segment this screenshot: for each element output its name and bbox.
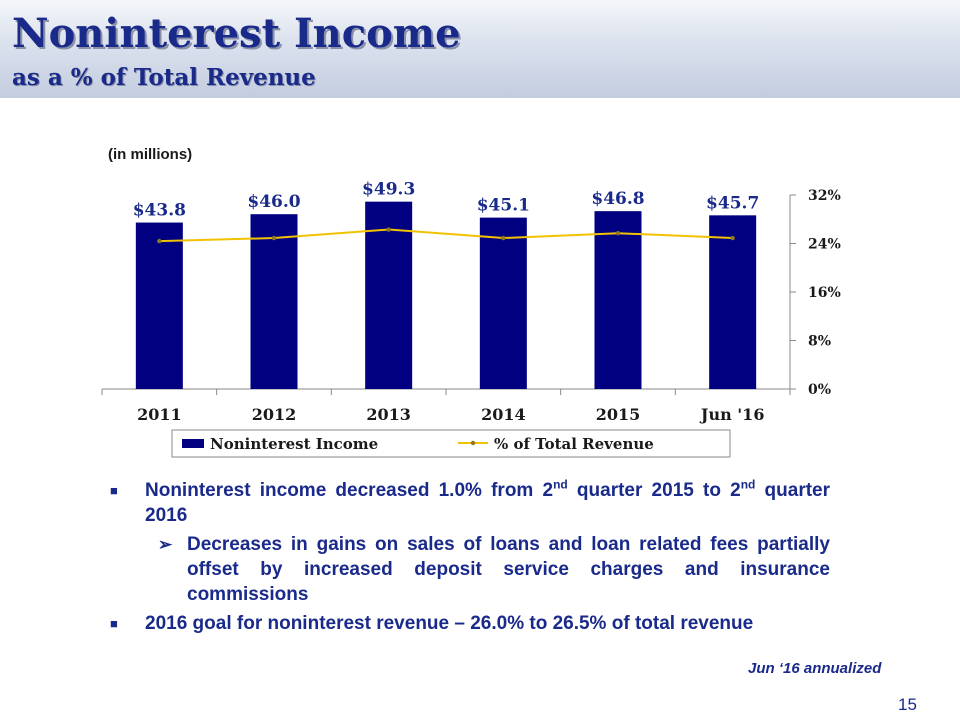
x-tick-label: Jun '16 xyxy=(699,405,765,424)
line-point xyxy=(501,235,506,241)
sub-bullet-text: Decreases in gains on sales of loans and… xyxy=(187,534,830,605)
bullet-sup-2: nd xyxy=(740,477,756,492)
sub-bullet-item: ➢ Decreases in gains on sales of loans a… xyxy=(108,532,830,607)
bullet-list: ■ Noninterest income decreased 1.0% from… xyxy=(108,478,830,636)
page-number: 15 xyxy=(898,695,917,714)
bullet-item: ■ 2016 goal for noninterest revenue – 26… xyxy=(108,611,830,636)
bar xyxy=(365,201,413,389)
line-point xyxy=(271,235,277,241)
legend-label-line: % of Total Revenue xyxy=(494,435,654,453)
line-point xyxy=(386,227,391,232)
y2-tick-label: 32% xyxy=(808,188,841,204)
bar-data-label: $46.8 xyxy=(591,189,644,209)
header-band xyxy=(0,0,960,98)
y2-tick-label: 24% xyxy=(808,237,841,253)
y2-tick-label: 16% xyxy=(808,285,841,301)
units-note: (in millions) xyxy=(108,146,193,163)
legend-box xyxy=(171,429,731,458)
bar-data-label: $45.1 xyxy=(477,196,530,216)
bar-data-label: $49.3 xyxy=(362,180,415,200)
square-bullet-icon: ■ xyxy=(110,483,118,498)
x-tick-label: 2013 xyxy=(366,405,411,424)
page-title: Noninterest Income xyxy=(12,10,461,57)
x-tick-label: 2011 xyxy=(137,405,182,424)
bar xyxy=(479,217,527,389)
arrow-bullet-icon: ➢ xyxy=(158,535,173,554)
x-tick-label: 2012 xyxy=(252,405,297,424)
bullet-text-1c: quarter 2016 xyxy=(145,480,830,526)
legend-label-bars: Noninterest Income xyxy=(210,435,378,453)
bar xyxy=(135,222,183,389)
bullet-item: ■ Noninterest income decreased 1.0% from… xyxy=(108,478,830,528)
page-subtitle: as a % of Total Revenue xyxy=(12,64,316,91)
line-point xyxy=(157,238,162,244)
line-point xyxy=(730,235,735,241)
x-tick-label: 2014 xyxy=(481,405,526,424)
square-bullet-icon: ■ xyxy=(110,616,118,631)
bullet-text-2: 2016 goal for noninterest revenue – 26.0… xyxy=(145,613,754,634)
y2-tick-label: 8% xyxy=(808,334,831,350)
bullet-text-1a: Noninterest income decreased 1.0% from 2 xyxy=(145,480,554,501)
bar-data-label: $45.7 xyxy=(706,193,759,213)
y2-tick-label: 0% xyxy=(808,382,831,398)
footnote: Jun ‘16 annualized xyxy=(748,660,882,677)
bar xyxy=(250,214,298,389)
bar-data-label: $46.0 xyxy=(247,192,300,212)
bar xyxy=(594,211,642,389)
noninterest-income-chart: 0% 8% 16% 24% 32% $43.8 2011 $46.0 2012 $49.3 2013… xyxy=(101,180,841,458)
legend-swatch-marker xyxy=(470,440,476,446)
line-point xyxy=(615,230,621,236)
bullet-sup-1: nd xyxy=(553,477,568,492)
bar-data-label: $43.8 xyxy=(133,201,186,221)
x-tick-label: 2015 xyxy=(596,405,641,424)
bullet-text-1b: quarter 2015 to 2 xyxy=(567,480,741,501)
legend-swatch-bars xyxy=(182,439,204,448)
pct-total-revenue-line xyxy=(159,228,733,243)
bar xyxy=(709,215,757,389)
